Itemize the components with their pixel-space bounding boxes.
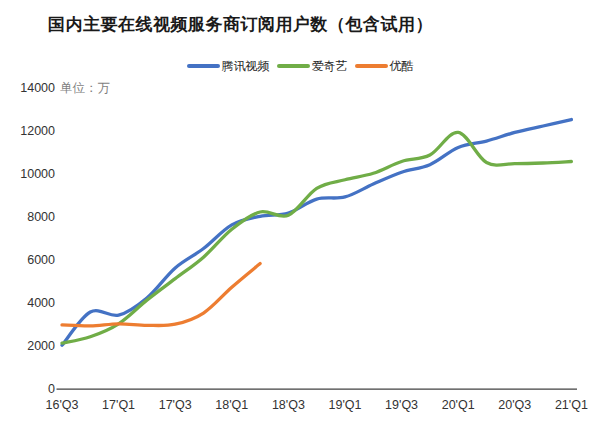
y-axis-tick-label: 2000 <box>27 339 55 353</box>
y-axis-tick-label: 12000 <box>20 124 55 138</box>
x-axis-tick-label: 18'Q3 <box>272 398 305 412</box>
x-axis-tick-label: 21'Q1 <box>555 398 588 412</box>
y-axis-tick-labels: 0 2000 4000 6000 8000 10000 12000 14000 <box>20 81 55 396</box>
y-axis-tick-label: 8000 <box>27 210 55 224</box>
line-series-youku <box>62 264 260 326</box>
unit-label: 单位：万 <box>60 81 110 95</box>
y-axis-tick-label: 6000 <box>27 253 55 267</box>
line-series-iqiyi <box>62 132 571 343</box>
line-series-tencent-video <box>62 120 571 346</box>
y-axis-tick-label: 14000 <box>20 81 55 95</box>
x-axis-tick-label: 17'Q3 <box>159 398 192 412</box>
x-axis-tick-labels: 16'Q3 17'Q1 17'Q3 18'Q1 18'Q3 19'Q1 19'Q3 20'Q1… <box>46 398 588 412</box>
y-axis-tick-label: 10000 <box>20 167 55 181</box>
x-axis-tick-label: 17'Q1 <box>102 398 135 412</box>
x-axis-tick-label: 19'Q1 <box>329 398 362 412</box>
chart-plot: 单位：万 0 2000 4000 6000 8000 10000 12000 14000 16… <box>0 0 600 448</box>
x-axis-tick-label: 16'Q3 <box>46 398 79 412</box>
y-axis-tick-label: 0 <box>48 382 55 396</box>
x-axis-tick-label: 20'Q1 <box>442 398 475 412</box>
x-axis-tick-label: 20'Q3 <box>498 398 531 412</box>
x-axis-tick-label: 19'Q3 <box>385 398 418 412</box>
x-axis-tick-label: 18'Q1 <box>215 398 248 412</box>
chart-container: 国内主要在线视频服务商订阅用户数（包含试用） 腾讯视频爱奇艺优酷 单位：万 02… <box>0 0 600 448</box>
series-lines <box>62 120 571 346</box>
y-axis-tick-label: 4000 <box>27 296 55 310</box>
